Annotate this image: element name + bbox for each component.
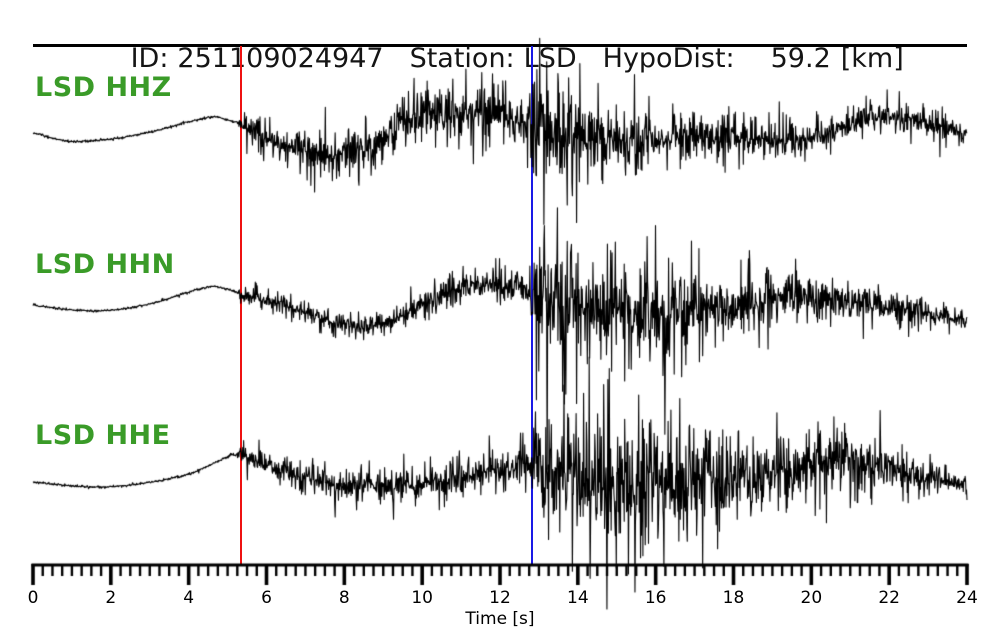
x-tick-label: 8 — [338, 588, 350, 608]
x-tick-label: 22 — [878, 588, 900, 608]
x-tick-label: 6 — [261, 588, 272, 608]
x-axis-label: Time [s] — [465, 609, 535, 629]
channel-label-hhe: LSD HHE — [35, 420, 171, 451]
x-tick-label: 4 — [183, 588, 195, 608]
channel-label-hhn: LSD HHN — [35, 249, 175, 280]
x-tick-label: 12 — [489, 588, 511, 608]
x-tick-label: 14 — [567, 588, 589, 608]
channel-label-hhz: LSD HHZ — [35, 72, 172, 103]
x-tick-label: 18 — [722, 588, 745, 608]
x-tick-label: 0 — [27, 588, 39, 608]
x-tick-label: 2 — [105, 588, 117, 608]
x-tick-label: 10 — [411, 588, 433, 608]
x-tick-label: 20 — [800, 588, 823, 608]
x-tick-label: 16 — [644, 588, 667, 608]
x-tick-label: 24 — [956, 588, 978, 608]
